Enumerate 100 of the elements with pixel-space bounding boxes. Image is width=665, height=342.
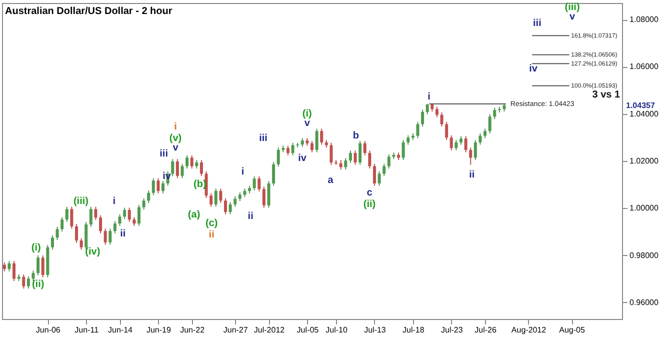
candlestick bbox=[426, 103, 429, 115]
annotation: iii bbox=[160, 148, 168, 160]
candlestick bbox=[310, 140, 314, 153]
candlestick bbox=[137, 204, 140, 226]
candlestick bbox=[142, 198, 146, 210]
candlestick bbox=[74, 223, 78, 244]
candlestick bbox=[450, 134, 453, 151]
candlestick bbox=[171, 158, 174, 177]
candlestick bbox=[286, 145, 290, 156]
candlestick bbox=[416, 121, 420, 139]
candlestick bbox=[344, 158, 348, 170]
candlestick bbox=[214, 188, 218, 208]
candlestick bbox=[484, 128, 487, 139]
annotation: v bbox=[172, 142, 179, 154]
x-tick-label: Jun-14 bbox=[108, 326, 134, 334]
annotation: ii bbox=[120, 228, 126, 240]
annotation: (c) bbox=[205, 218, 218, 229]
y-tick-label: 1.06000 bbox=[630, 62, 659, 72]
annotation: (i) bbox=[31, 242, 41, 254]
candlestick bbox=[99, 214, 102, 234]
annotation: (ii) bbox=[32, 278, 44, 290]
x-tick-label: Jul-18 bbox=[402, 326, 425, 334]
y-tick-label: 0.98000 bbox=[630, 250, 659, 260]
candlestick bbox=[89, 206, 92, 228]
annotation: b bbox=[352, 130, 359, 142]
candlestick bbox=[320, 128, 324, 146]
annotation: ii bbox=[208, 229, 215, 240]
candlestick bbox=[272, 161, 276, 186]
annotation: i bbox=[428, 91, 431, 102]
candlestick bbox=[152, 178, 155, 196]
annotation: iii bbox=[259, 133, 268, 144]
candlestick bbox=[276, 147, 280, 168]
candlestick bbox=[128, 207, 131, 222]
candlestick bbox=[262, 186, 266, 208]
annotation: iii bbox=[533, 18, 542, 29]
candlestick bbox=[8, 260, 11, 272]
candlestick bbox=[440, 112, 444, 128]
candlestick bbox=[70, 206, 74, 230]
candlestick bbox=[108, 228, 112, 246]
candlestick bbox=[180, 163, 184, 179]
candlestick bbox=[354, 150, 357, 166]
candlestick bbox=[330, 142, 333, 166]
x-tick-label: Aug-05 bbox=[559, 326, 586, 334]
candlestick bbox=[339, 160, 342, 170]
candlestick bbox=[123, 207, 126, 220]
candlestick bbox=[363, 140, 366, 156]
annotation: 3 vs 1 bbox=[592, 89, 620, 100]
candlestick bbox=[469, 147, 472, 166]
candlestick bbox=[147, 190, 150, 204]
annotation: i bbox=[112, 196, 116, 207]
candlestick bbox=[41, 254, 44, 278]
candlestick bbox=[36, 254, 40, 276]
candlestick bbox=[267, 180, 270, 208]
annotation: c bbox=[366, 187, 373, 198]
annotation: (ii) bbox=[363, 198, 376, 210]
annotation: i bbox=[174, 122, 178, 133]
candlestick bbox=[291, 142, 294, 156]
chart-title: Australian Dollar/US Dollar - 2 hour bbox=[5, 6, 172, 17]
candlestick bbox=[372, 163, 376, 186]
x-tick-label: Aug-2012 bbox=[511, 326, 547, 334]
candlestick bbox=[118, 214, 122, 226]
candlestick bbox=[474, 140, 477, 161]
y-tick-label: 0.96000 bbox=[630, 298, 659, 307]
annotation: ii bbox=[248, 211, 254, 222]
annotation: v bbox=[570, 11, 576, 22]
candlestick bbox=[382, 163, 386, 177]
candlestick bbox=[56, 226, 59, 240]
candlestick bbox=[454, 140, 458, 151]
candlestick bbox=[464, 136, 468, 153]
annotation: ii bbox=[469, 169, 475, 180]
candlestick bbox=[378, 170, 381, 186]
candlestick bbox=[478, 132, 482, 146]
y-tick-label: 1.00000 bbox=[630, 204, 659, 213]
candlestick bbox=[94, 206, 98, 220]
candlestick bbox=[176, 158, 179, 179]
candlestick bbox=[104, 228, 107, 246]
candlestick bbox=[358, 140, 362, 166]
x-tick-label: Jul-13 bbox=[364, 326, 386, 334]
candlestick bbox=[224, 198, 227, 215]
x-tick-label: Jul-23 bbox=[440, 326, 464, 334]
x-tick-label: Jun-19 bbox=[146, 326, 172, 334]
x-tick-label: Jun-22 bbox=[180, 326, 206, 334]
annotation: (iii) bbox=[73, 196, 88, 207]
annotation: v bbox=[304, 118, 310, 129]
candlestick bbox=[22, 274, 26, 290]
candlestick bbox=[445, 121, 448, 141]
x-tick-label: Jun-11 bbox=[74, 326, 100, 334]
annotation: (iv) bbox=[85, 246, 100, 258]
candlestick bbox=[12, 260, 16, 282]
candlestick bbox=[80, 238, 83, 250]
candlestick bbox=[348, 150, 352, 164]
candlestick bbox=[200, 160, 203, 177]
candlestick bbox=[50, 234, 54, 250]
candlestick bbox=[406, 134, 410, 146]
candlestick bbox=[258, 176, 261, 192]
annotation: a bbox=[328, 175, 334, 186]
candlestick bbox=[421, 109, 424, 128]
candlestick bbox=[435, 106, 438, 118]
candlestick bbox=[113, 220, 116, 234]
x-tick-label: Jun-27 bbox=[223, 326, 248, 334]
